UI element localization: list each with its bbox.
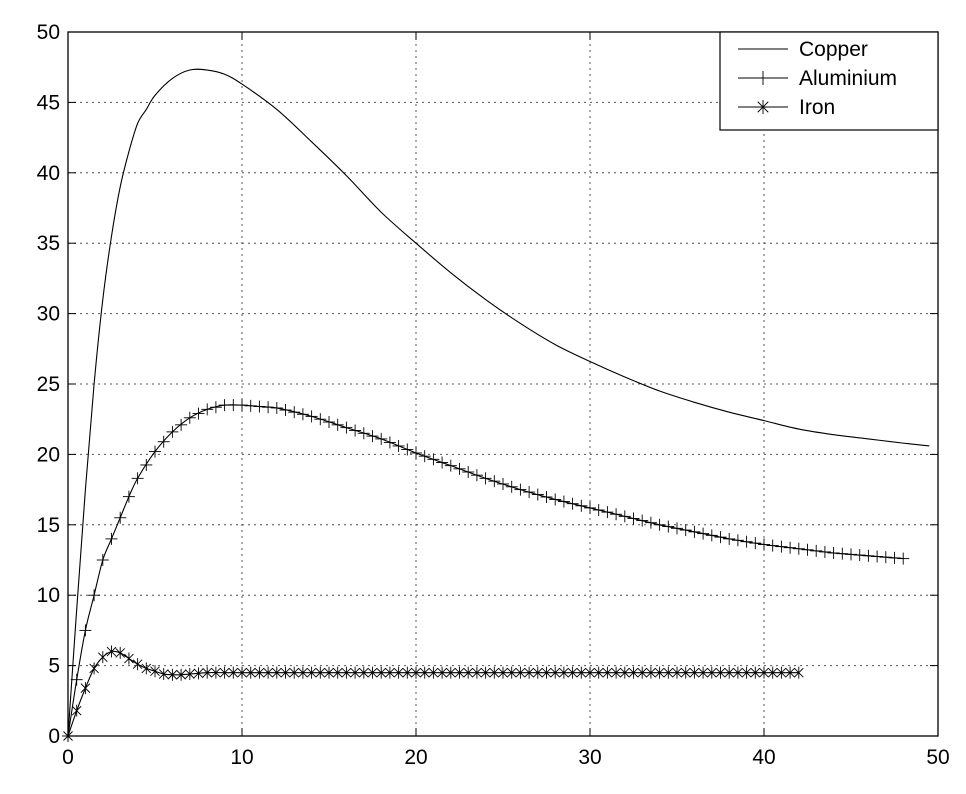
x-tick-label: 0 [62, 746, 74, 769]
axes: 0 10 20 30 40 50 0 5 10 15 20 25 30 35 40 45 50 [37, 21, 950, 769]
x-tick-label: 50 [926, 746, 949, 769]
legend-label: Aluminium [799, 67, 897, 90]
x-tick-label: 40 [752, 746, 775, 769]
grid [68, 32, 938, 736]
y-tick-label: 20 [37, 443, 60, 466]
series-layer [62, 68, 930, 742]
y-tick-label: 5 [48, 655, 60, 678]
x-tick-label: 20 [404, 746, 427, 769]
legend-label: Iron [799, 96, 835, 119]
series-aluminium [62, 399, 910, 742]
legend: Copper Aluminium Iron [719, 31, 939, 131]
legend-label: Copper [799, 38, 868, 61]
y-tick-label: 45 [37, 91, 60, 114]
y-tick-label: 40 [37, 162, 60, 185]
y-tick-label: 35 [37, 232, 60, 255]
y-tick-label: 0 [48, 725, 60, 748]
series-iron [63, 645, 804, 742]
y-tick-label: 10 [37, 584, 60, 607]
y-tick-label: 25 [37, 373, 60, 396]
legend-item-copper: Copper [738, 38, 868, 61]
y-tick-label: 30 [37, 303, 60, 326]
y-tick-label: 15 [37, 514, 60, 537]
legend-item-aluminium: Aluminium [738, 67, 897, 90]
series-copper [67, 68, 930, 737]
plot-frame [67, 31, 939, 737]
x-tick-label: 30 [578, 746, 601, 769]
legend-box [719, 31, 939, 131]
series-line [67, 68, 930, 737]
x-tick-label: 10 [230, 746, 253, 769]
y-tick-label: 50 [37, 21, 60, 44]
legend-item-iron: Iron [738, 96, 835, 119]
